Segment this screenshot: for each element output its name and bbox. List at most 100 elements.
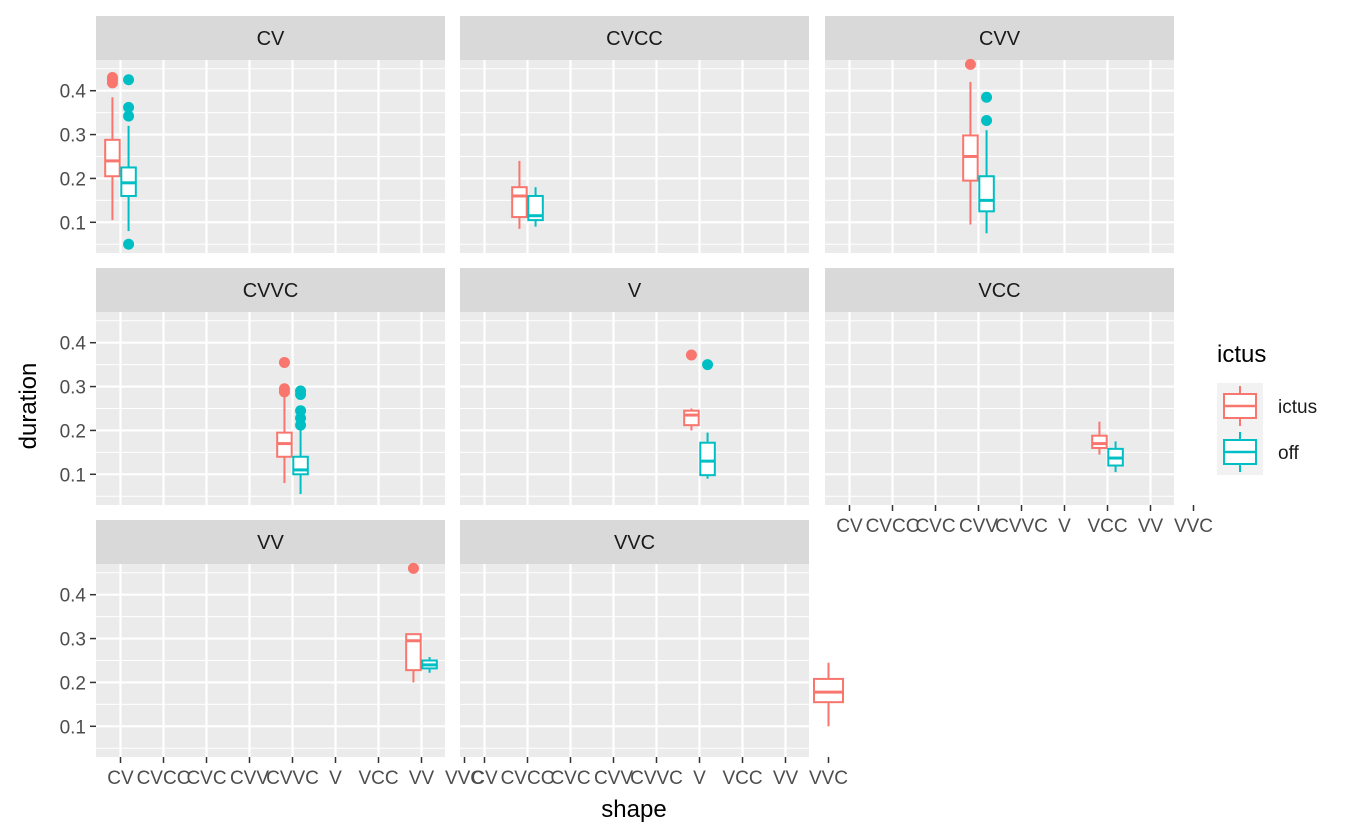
outlier-point (407, 562, 419, 574)
box-ictus (511, 160, 528, 229)
y-tick-label: 0.1 (60, 465, 86, 486)
outlier-point (123, 110, 135, 122)
y-tick-label: 0.2 (60, 421, 86, 442)
y-tick-label: 0.1 (60, 717, 86, 738)
x-tick-label: CV (836, 516, 863, 537)
box-body (104, 138, 121, 178)
x-tick-label: CVC (550, 768, 590, 789)
box-body (699, 441, 716, 477)
x-tick-label: VCC (358, 768, 398, 789)
box-body (1091, 434, 1108, 449)
legend-label: ictus (1278, 397, 1317, 418)
box-body (292, 455, 309, 476)
box-off (292, 385, 309, 495)
x-tick-label: CV (107, 768, 134, 789)
facet-strip (96, 268, 445, 312)
facet-strip (460, 16, 809, 60)
x-tick-label: CVVC (266, 768, 319, 789)
facet-strip (96, 16, 445, 60)
box-ictus (962, 58, 979, 225)
x-tick-label: VVC (809, 768, 848, 789)
outlier-point (702, 359, 714, 371)
x-tick-label: CVVC (630, 768, 683, 789)
facet-strip-label: CVV (979, 28, 1021, 50)
facet-strip (825, 16, 1174, 60)
box-off (527, 187, 544, 227)
x-tick-label: VV (1138, 516, 1164, 537)
x-tick-label: CVC (186, 768, 226, 789)
outlier-point (295, 405, 307, 417)
facet-strip-label: V (628, 280, 642, 302)
facet-strip (96, 520, 445, 564)
x-tick-label: V (329, 768, 342, 789)
box-body (511, 186, 528, 219)
box-ictus (104, 72, 121, 221)
box-ictus (405, 562, 422, 683)
legend: ictus ictus off (1217, 341, 1317, 475)
box-ictus (812, 662, 845, 727)
x-tick-label: VVC (1174, 516, 1213, 537)
x-tick-label: V (1058, 516, 1071, 537)
facet-strip-label: CV (257, 28, 285, 50)
x-tick-label: VCC (722, 768, 762, 789)
facet-strip (825, 268, 1174, 312)
box-body (962, 134, 979, 182)
facet-panel-cvvc: CVVC 0.1 0.2 0.3 0.4 (60, 268, 466, 505)
y-tick-label: 0.3 (60, 126, 86, 147)
x-tick-label: CVCC (501, 768, 555, 789)
box-body (812, 677, 845, 704)
x-tick-label: CV (471, 768, 498, 789)
box-body (527, 194, 544, 222)
facet-panel-cvcc: CVCC (460, 16, 830, 253)
y-tick-label: 0.4 (60, 334, 87, 355)
x-tick-label: VVC (445, 768, 484, 789)
box-body (683, 409, 700, 427)
y-tick-label: 0.2 (60, 673, 86, 694)
y-tick-label: 0.2 (60, 169, 86, 190)
y-axis-title: duration (15, 363, 42, 450)
y-tick-label: 0.3 (60, 630, 86, 651)
facet-panel-v: V (460, 268, 830, 505)
x-tick-label: V (693, 768, 706, 789)
x-tick-label: CVV (594, 768, 633, 789)
box-body (405, 633, 422, 672)
box-off (699, 359, 716, 479)
y-tick-label: 0.4 (60, 586, 87, 607)
x-tick-label: CVCC (137, 768, 191, 789)
outlier-point (106, 72, 118, 84)
facet-strip-label: CVVC (243, 280, 299, 302)
facet-strip-label: VV (257, 532, 284, 554)
box-off (978, 91, 995, 234)
facet-strip (460, 520, 809, 564)
x-axis-title: shape (601, 796, 666, 823)
x-tick-label: VV (409, 768, 435, 789)
box-body (978, 175, 995, 213)
legend-title: ictus (1217, 341, 1266, 368)
box-off (120, 74, 137, 250)
outlier-point (278, 383, 290, 395)
legend-key-ictus (1217, 383, 1263, 429)
x-tick-label: VCC (1087, 516, 1127, 537)
outlier-point (964, 58, 976, 70)
x-tick-label: CVV (230, 768, 269, 789)
legend-label: off (1278, 443, 1300, 464)
x-tick-label: CVCC (866, 516, 920, 537)
x-tick-label: CVV (959, 516, 998, 537)
facet-strip-label: CVCC (606, 28, 663, 50)
outlier-point (278, 356, 290, 368)
outlier-point (123, 238, 135, 250)
outlier-point (685, 349, 697, 361)
box-ictus (1091, 421, 1108, 455)
outlier-point (123, 101, 135, 113)
y-tick-label: 0.3 (60, 378, 86, 399)
facet-strip (460, 268, 809, 312)
x-tick-label: VV (773, 768, 799, 789)
outlier-point (123, 74, 135, 86)
facet-panel-cvv: CVV (825, 16, 1195, 253)
facet-strip-label: VCC (978, 280, 1020, 302)
outlier-point (295, 385, 307, 397)
x-tick-label: CVVC (995, 516, 1048, 537)
